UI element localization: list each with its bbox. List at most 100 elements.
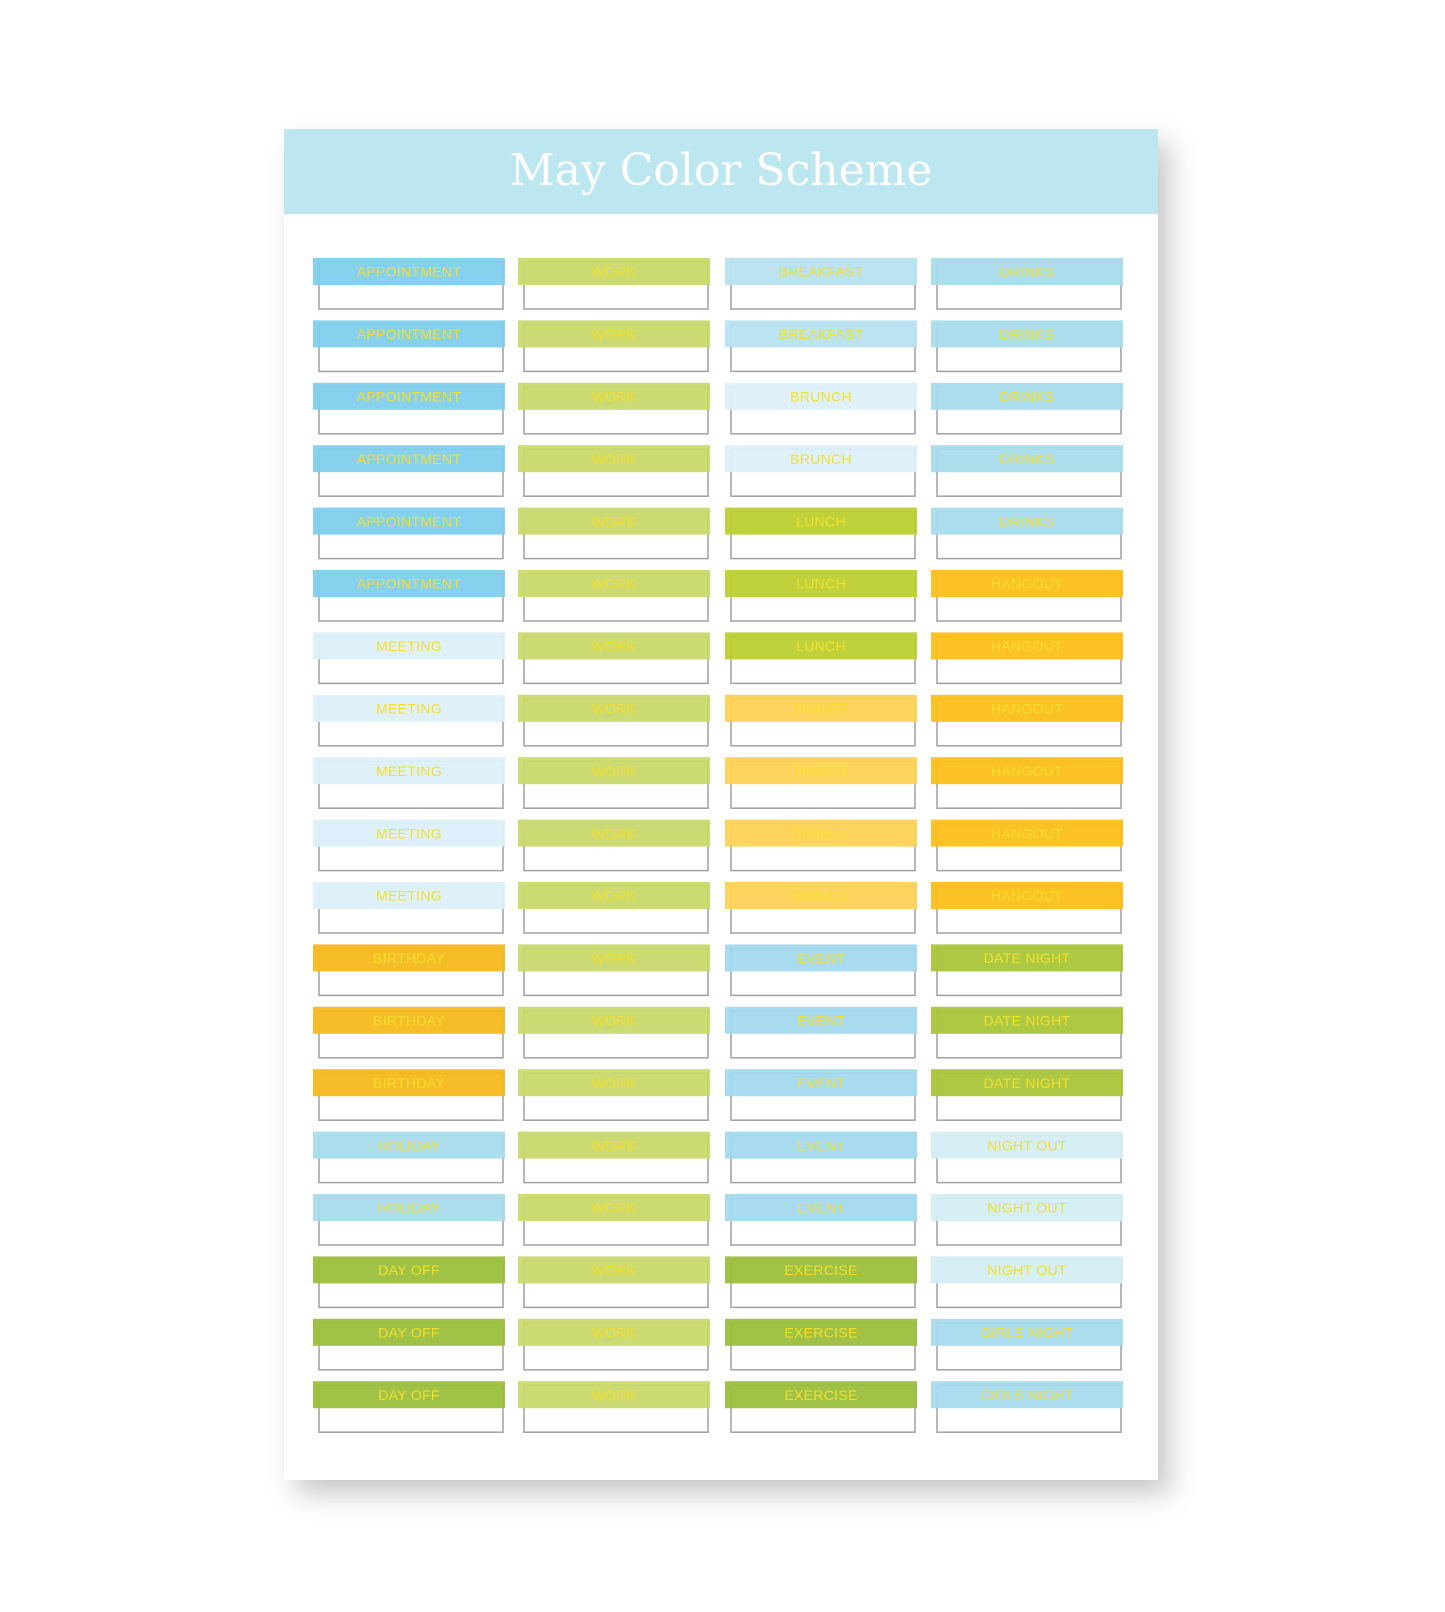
sticker-label: HOLIDAY [378, 1137, 441, 1153]
sticker-label: HANGOUT [991, 576, 1063, 592]
sticker-band [313, 1006, 505, 1034]
sticker-band [518, 1194, 710, 1221]
sticker-label: EXERCISE [784, 1387, 857, 1403]
sticker-band [313, 570, 505, 597]
sticker-label: HANGOUT [991, 888, 1063, 904]
sticker-label: WORK [592, 576, 637, 592]
sticker-band [518, 882, 710, 909]
sticker-band [313, 1381, 505, 1409]
sticker-label: DINNER [793, 701, 848, 717]
sticker-label: MEETING [376, 825, 442, 841]
header-band: May Color Scheme [284, 129, 1158, 214]
sticker-band [313, 819, 505, 847]
sticker-band [725, 382, 917, 410]
sticker-band [725, 1318, 917, 1346]
sticker-label: DATE NIGHT [984, 1013, 1071, 1029]
sticker-label: DINNER [793, 825, 848, 841]
sticker-label: HANGOUT [991, 701, 1063, 717]
sticker-band [725, 944, 917, 972]
sticker-band [313, 632, 505, 660]
sticker-band [931, 882, 1123, 909]
sticker-band [518, 819, 710, 847]
sticker-band [931, 632, 1123, 660]
sticker-band [518, 320, 710, 348]
sticker-label: EVENT [797, 1200, 845, 1216]
sticker-band [931, 570, 1123, 597]
sticker-band [518, 944, 710, 972]
sticker-band [313, 757, 505, 785]
sticker-band [313, 1256, 505, 1284]
sticker-label: WORK [592, 1137, 637, 1153]
sticker-band [518, 1256, 710, 1284]
sticker-band [931, 507, 1123, 535]
sticker-band [725, 757, 917, 785]
sticker-label: DAY OFF [378, 1262, 439, 1278]
sticker-label: HANGOUT [991, 638, 1063, 654]
sticker-label: MEETING [376, 701, 442, 717]
sticker-band [931, 320, 1123, 348]
sticker-band [931, 258, 1123, 285]
sticker-label: DATE NIGHT [984, 1075, 1071, 1091]
sticker-band [725, 570, 917, 597]
sticker-band [518, 1069, 710, 1097]
sticker-label: MEETING [376, 638, 442, 654]
sticker-label: DAY OFF [378, 1325, 439, 1341]
sticker-band [725, 258, 917, 285]
sticker-label: NIGHT OUT [987, 1262, 1067, 1278]
sticker-label: WORK [592, 1262, 637, 1278]
sticker-band [518, 757, 710, 785]
sticker-band [518, 1131, 710, 1159]
sticker-band [931, 944, 1123, 972]
sticker-band [931, 1194, 1123, 1221]
sticker-band [725, 507, 917, 535]
sticker-band [725, 632, 917, 660]
sticker-label: NIGHT OUT [987, 1137, 1067, 1153]
sticker-label: WORK [592, 638, 637, 654]
sticker-label: GIRLS NIGHT [981, 1387, 1074, 1403]
sticker-label: DINNER [793, 888, 848, 904]
sticker-label: BREAKFAST [778, 326, 863, 342]
sticker-band [931, 1318, 1123, 1346]
sticker-band [313, 1069, 505, 1097]
sticker-band [725, 445, 917, 473]
sticker-label: GIRLS NIGHT [981, 1325, 1074, 1341]
sticker-label: MEETING [376, 763, 442, 779]
sticker-label: APPOINTMENT [357, 576, 462, 592]
sticker-band [931, 757, 1123, 785]
sticker-label: HANGOUT [991, 825, 1063, 841]
sticker-label: WORK [592, 513, 637, 529]
sticker-band [931, 1256, 1123, 1284]
sticker-band [313, 445, 505, 473]
sticker-label: BIRTHDAY [373, 1013, 445, 1029]
sticker-label: LUNCH [796, 576, 846, 592]
sticker-band [313, 1131, 505, 1159]
sticker-band [313, 507, 505, 535]
sticker-band [931, 445, 1123, 473]
sticker-band [931, 382, 1123, 410]
sticker-label: DRINKS [1000, 451, 1055, 467]
sticker-band [931, 1006, 1123, 1034]
sticker-band [725, 1256, 917, 1284]
sticker-band [725, 1381, 917, 1409]
sticker-label: WORK [592, 326, 637, 342]
sticker-label: BRUNCH [790, 451, 852, 467]
sticker-band [518, 632, 710, 660]
sticker-band [725, 1131, 917, 1159]
sticker-label: APPOINTMENT [357, 326, 462, 342]
sticker-band [725, 1194, 917, 1221]
sticker-label: DATE NIGHT [984, 950, 1071, 966]
sticker-band [931, 1069, 1123, 1097]
sticker-label: BIRTHDAY [373, 950, 445, 966]
sticker-label: BRUNCH [790, 389, 852, 405]
sticker-label: LUNCH [796, 638, 846, 654]
sticker-label: WORK [592, 1325, 637, 1341]
sticker-band [725, 819, 917, 847]
sticker-label: WORK [592, 825, 637, 841]
sticker-label: MEETING [376, 888, 442, 904]
sticker-label: EVENT [797, 950, 845, 966]
sticker-grid: APPOINTMENT APPOINTMENT APPOINTMENT APPOINT… [313, 258, 1123, 1433]
sticker-band [518, 382, 710, 410]
sticker-label: EVENT [797, 1075, 845, 1091]
sticker-label: WORK [592, 1200, 637, 1216]
